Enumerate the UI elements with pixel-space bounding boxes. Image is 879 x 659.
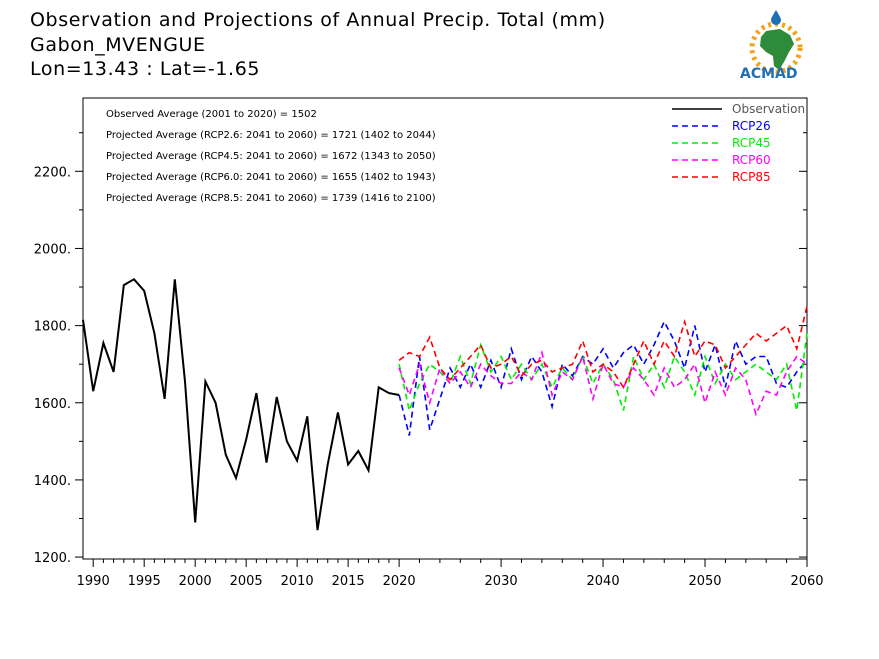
annotation-rcp26: Projected Average (RCP2.6: 2041 to 2060)… [106,130,436,141]
legend-label-rcp45: RCP45 [732,136,771,150]
series-line-rcp26 [398,319,808,436]
x-tick-label: 2020 [383,574,416,589]
x-tick-label: 1995 [128,574,161,589]
y-tick-label: 2000. [34,242,71,257]
y-tick-label: 1800. [34,320,71,335]
x-tick-label: 2010 [281,574,314,589]
x-tick-label: 1990 [77,574,110,589]
coords-label: Lon=13.43 : Lat=-1.65 [30,58,260,80]
annotation-rcp45: Projected Average (RCP4.5: 2041 to 2060)… [106,151,436,162]
x-tick-label: 2060 [790,574,823,589]
x-tick-label: 2000 [179,574,212,589]
chart-title: Observation and Projections of Annual Pr… [30,9,606,31]
africa-map-icon [749,10,803,75]
x-tick-label: 2015 [332,574,365,589]
legend-label-rcp85: RCP85 [732,170,771,184]
series-line-rcp60 [398,349,808,417]
x-tick-label: 2040 [587,574,620,589]
y-tick-label: 2200. [34,165,71,180]
annotation-observed: Observed Average (2001 to 2020) = 1502 [106,109,317,120]
y-tick-label: 1600. [34,397,71,412]
y-tick-label: 1200. [34,551,71,566]
legend-label-rcp60: RCP60 [732,153,771,167]
x-tick-label: 2050 [688,574,721,589]
x-tick-label: 2005 [230,574,263,589]
acmad-logo: ACMAD [740,10,803,82]
x-tick-label: 2030 [485,574,518,589]
logo-text: ACMAD [740,66,798,82]
legend: Observation RCP26 RCP45 RCP60 RCP85 [672,102,805,184]
plot-frame [82,97,808,560]
legend-label-observation: Observation [732,102,805,116]
series-line-observation [82,278,400,531]
location-label: Gabon_MVENGUE [30,34,206,56]
annotation-rcp60: Projected Average (RCP6.0: 2041 to 2060)… [106,172,436,183]
legend-label-rcp26: RCP26 [732,119,771,133]
annotation-rcp85: Projected Average (RCP8.5: 2041 to 2060)… [106,193,436,204]
annotation-block: Observed Average (2001 to 2020) = 1502 P… [106,109,436,204]
series-line-rcp85 [398,306,808,389]
water-drop-icon [771,10,781,25]
y-tick-label: 1400. [34,474,71,489]
